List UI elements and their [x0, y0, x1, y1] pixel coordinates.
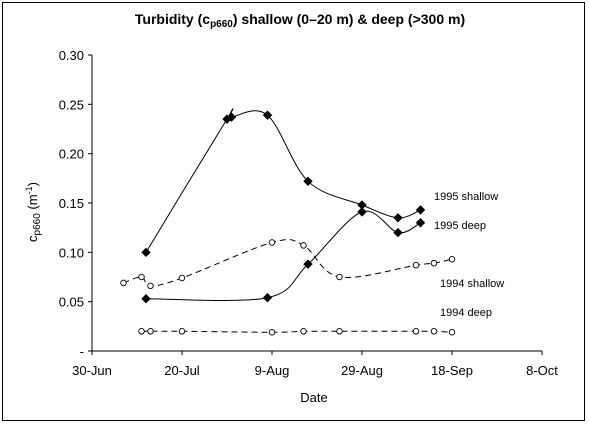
data-point	[303, 176, 313, 187]
y-tick-label: 0.15	[59, 196, 84, 211]
y-axis-label: cp660 (m-1)	[24, 182, 43, 242]
chart-title: Turbidity (cp660) shallow (0–20 m) & dee…	[135, 11, 465, 30]
data-point	[300, 242, 307, 249]
data-point	[141, 293, 151, 304]
data-point	[303, 259, 313, 269]
data-point	[412, 261, 420, 269]
series-2	[120, 238, 456, 290]
series-line	[145, 108, 421, 253]
data-point	[147, 328, 154, 335]
data-point	[336, 328, 343, 335]
y-tick-label: -	[80, 344, 84, 359]
data-point	[262, 110, 273, 120]
data-point	[393, 227, 403, 238]
data-point	[430, 259, 438, 267]
x-tick-label: 29-Aug	[341, 363, 383, 378]
series-label: 1994 shallow	[440, 278, 504, 290]
x-tick-label: 18-Sep	[431, 363, 473, 378]
y-tick-label: 0.05	[59, 295, 84, 310]
data-point	[138, 328, 145, 335]
data-point	[268, 239, 276, 246]
data-point	[357, 207, 367, 217]
series-line	[141, 330, 453, 333]
y-tick-label: 0.25	[59, 97, 84, 112]
series-layer	[120, 108, 456, 336]
data-point	[226, 112, 237, 122]
series-3	[138, 328, 456, 336]
data-point	[178, 328, 186, 335]
data-point	[336, 273, 343, 281]
y-tick-label: 0.20	[59, 147, 84, 162]
y-tick-label: 0.30	[59, 48, 84, 63]
series-line	[123, 238, 453, 287]
x-tick-label: 9-Aug	[255, 363, 290, 378]
series-1	[141, 207, 426, 304]
series-line	[145, 210, 421, 301]
series-label: 1995 deep	[434, 220, 486, 232]
data-point	[147, 282, 154, 290]
data-point	[178, 274, 186, 282]
data-point	[138, 273, 145, 281]
data-point	[415, 205, 426, 215]
series-labels: 1995 shallow 1995 deep 1994 shallow 1994 de…	[434, 191, 504, 319]
x-tick-label: 8-Oct	[526, 363, 558, 378]
data-point	[393, 213, 403, 223]
plot-area: - 0.05 0.10 0.15 0.20 0.25 0.30 30-Jun 20-Jul 9-…	[59, 48, 559, 378]
data-point	[120, 279, 127, 287]
x-ticks: 30-Jun 20-Jul 9-Aug 29-Aug 18-Sep 8-Oct	[72, 351, 558, 378]
x-tick-label: 30-Jun	[72, 363, 112, 378]
series-label: 1995 shallow	[434, 191, 498, 203]
data-point	[412, 328, 420, 335]
data-point	[430, 328, 438, 335]
data-point	[448, 329, 456, 336]
x-axis-label: Date	[300, 390, 327, 405]
x-tick-label: 20-Jul	[164, 363, 200, 378]
data-point	[268, 329, 276, 336]
data-point	[262, 293, 273, 303]
series-label: 1994 deep	[440, 307, 492, 319]
data-point	[448, 255, 456, 263]
data-point	[300, 328, 307, 335]
series-0	[141, 108, 426, 258]
data-point	[415, 218, 426, 228]
y-tick-label: 0.10	[59, 245, 84, 260]
y-ticks: - 0.05 0.10 0.15 0.20 0.25 0.30	[59, 48, 92, 359]
data-point	[141, 247, 151, 258]
